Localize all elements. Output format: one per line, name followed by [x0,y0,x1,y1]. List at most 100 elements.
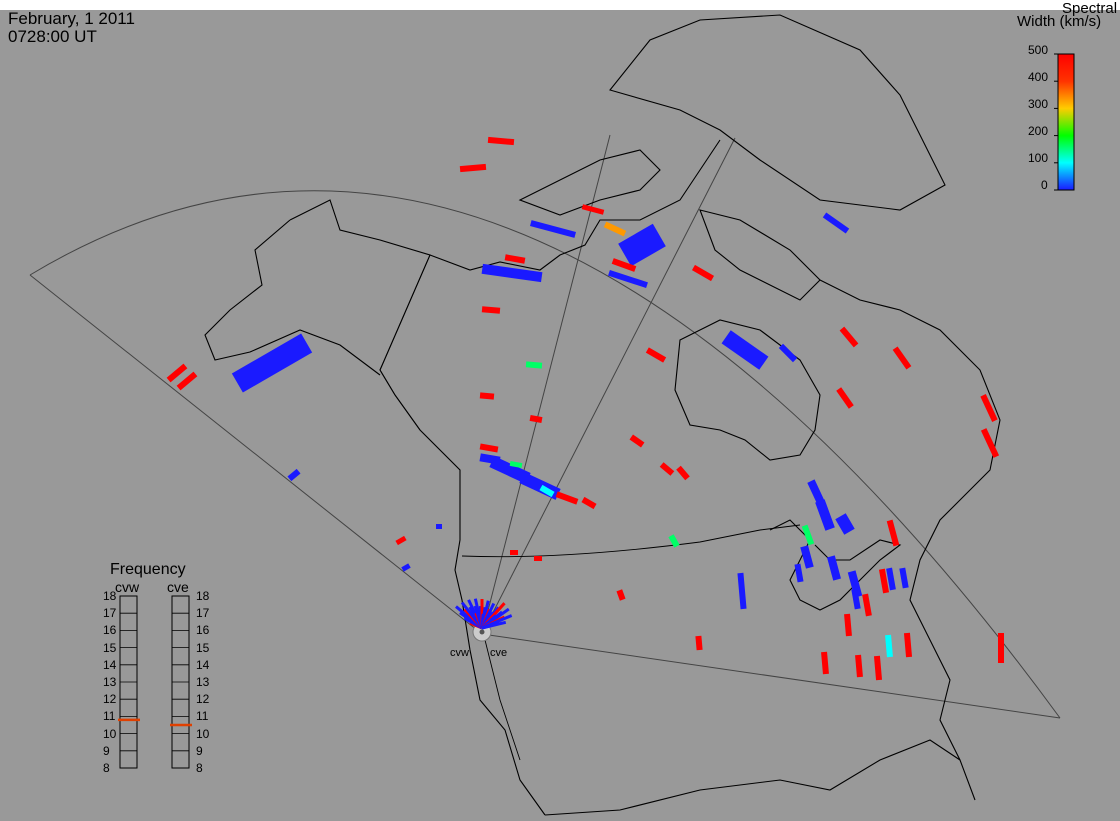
backscatter-cell [836,387,854,409]
backscatter-cell [668,534,680,548]
freq-scale-label-right: 14 [196,657,210,672]
backscatter-cell [166,363,188,383]
freq-scale-label-right: 18 [196,589,210,603]
coast-baffin [699,209,821,301]
radar-site-center [479,629,485,635]
backscatter-cell [862,593,872,617]
freq-scale-label-right: 10 [196,726,210,741]
backscatter-cell [510,550,518,555]
backscatter-cell [659,462,675,476]
backscatter-cell [778,343,798,363]
backscatter-cell [821,651,829,675]
radar-label-cve: cve [490,647,508,659]
colorbar-gradient [1057,53,1075,191]
fov-beam-boundary-1 [481,134,611,635]
freq-scale-label-left: 18 [103,589,117,603]
coast-labrador [819,279,1001,801]
coast-us-south [544,739,961,816]
radar-label-cvw: cvw [450,647,469,659]
freq-gauge-gridlines [120,595,189,769]
colorbar-title-line1: Spectral [1062,0,1118,17]
frequency-col-cvw: cvw [115,579,140,595]
freq-scale-label-left: 17 [103,606,117,621]
colorbar-title-line2: Width (km/s) [1017,13,1102,30]
freq-scale-label-left: 8 [103,761,110,775]
backscatter-cell [608,269,648,289]
frequency-panel [118,595,192,769]
backscatter-cell [695,635,703,651]
fov-outer-arc [29,190,1061,719]
frequency-title: Frequency [110,561,186,578]
backscatter-cell [839,326,859,348]
backscatter-cell [479,443,499,453]
border-us-internal-1 [479,619,521,761]
political-borders [379,254,801,761]
backscatter-cell [581,204,605,215]
backscatter-cell [721,330,769,370]
backscatter-cell [489,456,531,484]
backscatter-cell [892,346,912,370]
backscatter-cell [509,460,523,469]
backscatter-cell [886,567,896,591]
frequency-col-cve: cve [167,579,189,595]
field-of-view [29,134,1061,719]
freq-scale-label-left: 12 [103,692,117,707]
backscatter-cell [873,655,883,681]
backscatter-cell [287,468,301,482]
coastlines [204,14,1001,816]
backscatter-cell [835,513,855,535]
near-range-cell [481,620,507,630]
colorbar-tick-0: 0 [1041,178,1048,192]
backscatter-cell [618,223,666,267]
freq-scale-label-right: 17 [196,606,210,621]
freq-scale-label-right: 12 [196,692,210,707]
backscatter-cell [807,479,825,505]
border-alaska-canada [379,254,431,431]
backscatter-cell [481,263,543,283]
backscatter-cell [855,654,863,678]
backscatter-cell [555,491,579,505]
backscatter-cell [487,136,515,146]
border-canada-us [461,524,801,558]
time-label: 0728:00 UT [8,27,97,46]
backscatter-cell [539,484,555,498]
backscatter-cell [676,465,690,481]
colorbar-tick-300: 300 [1028,97,1049,111]
backscatter-cell [401,563,411,572]
coast-arctic-islands [518,149,661,216]
backscatter-cell [844,613,852,637]
coast-hudson-bay [674,319,821,461]
freq-scale-label-left: 13 [103,675,117,689]
backscatter-cell [980,428,1000,458]
freq-scale-label-left: 10 [103,726,117,741]
spectral-width-cells [166,136,1004,681]
backscatter-cell [519,472,561,500]
backscatter-cell [899,567,909,589]
backscatter-cell [231,333,313,393]
backscatter-cell [691,264,715,282]
backscatter-cell [885,634,893,658]
backscatter-cell [525,361,543,369]
backscatter-cell [459,163,487,173]
backscatter-cell [794,563,804,583]
coast-arctic [429,139,721,271]
backscatter-cell [847,570,863,598]
backscatter-cell [737,572,747,610]
colorbar-tick-100: 100 [1028,151,1049,165]
fov-west-edge [29,274,483,635]
fov-east-edge [481,633,1061,719]
colorbar-tick-500: 500 [1028,43,1049,57]
backscatter-cell [611,258,637,272]
backscatter-cell [176,371,198,391]
backscatter-cell [603,221,627,237]
backscatter-cell [616,589,626,601]
freq-scale-label-right: 16 [196,623,210,638]
backscatter-cell [529,415,543,423]
freq-scale-label-right: 9 [196,743,203,758]
coast-alaska [289,199,546,816]
colorbar-tick-400: 400 [1028,70,1049,84]
date-label: February, 1 2011 [8,9,135,28]
backscatter-cell [980,394,998,422]
